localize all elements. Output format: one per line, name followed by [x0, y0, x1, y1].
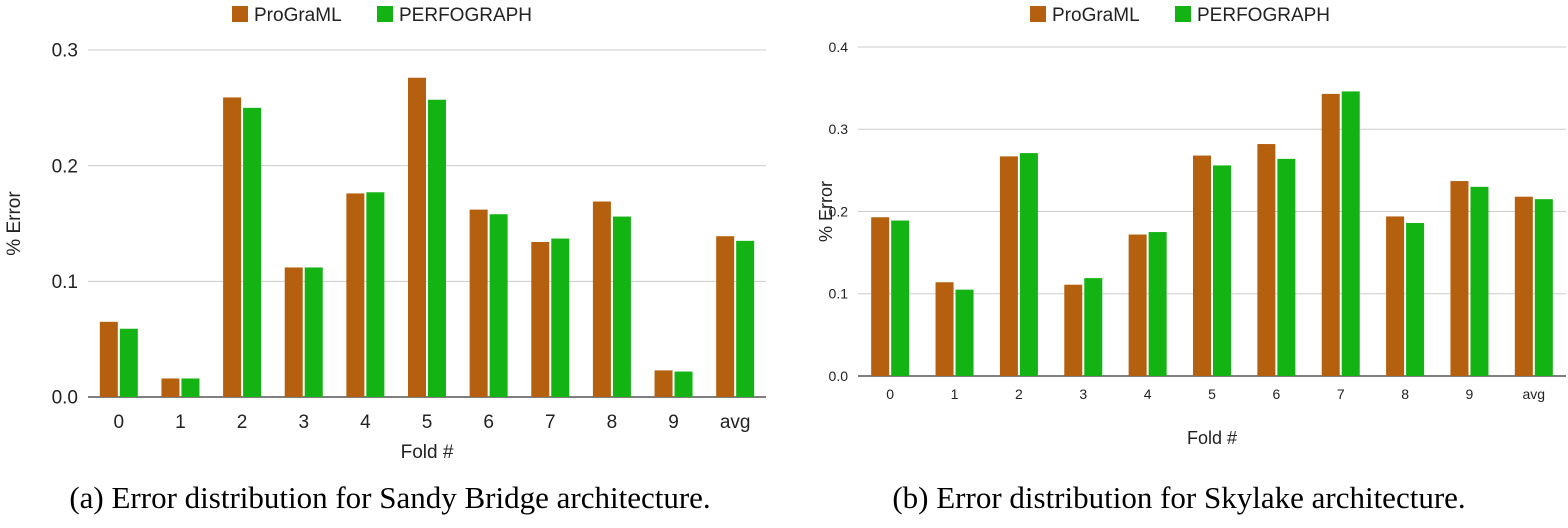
bar-programl-fold-2	[223, 97, 242, 397]
y-tick-label: 0.4	[829, 39, 849, 55]
bar-perfograph-fold-5	[428, 99, 446, 397]
legend-label-perfograph: PERFOGRAPH	[1197, 5, 1330, 26]
legend-swatch-programl	[1030, 6, 1046, 22]
bar-programl-fold-9	[654, 370, 673, 397]
x-tick-label: 7	[545, 412, 556, 433]
y-tick-label: 0.2	[52, 156, 78, 177]
x-tick-label: avg	[720, 412, 751, 433]
bar-perfograph-fold-6	[489, 214, 508, 397]
bar-perfograph-fold-9	[1470, 186, 1489, 376]
bar-perfograph-fold-1	[955, 289, 974, 376]
bar-perfograph-fold-5	[1213, 165, 1231, 376]
legend-label-programl: ProGraML	[254, 5, 342, 26]
x-tick-label: 3	[1079, 386, 1087, 402]
bar-programl-fold-0	[871, 217, 890, 376]
legend-swatch-perfograph	[1175, 6, 1191, 22]
x-axis-label: Fold #	[401, 442, 454, 463]
x-tick-label: 9	[1466, 386, 1474, 402]
bar-perfograph-fold-3	[1084, 278, 1103, 376]
y-tick-label: 0.0	[52, 388, 78, 409]
bar-perfograph-fold-1	[181, 378, 200, 397]
legend-label-perfograph: PERFOGRAPH	[399, 5, 532, 26]
bar-programl-fold-0	[99, 321, 118, 397]
caption-sandy-bridge: (a) Error distribution for Sandy Bridge …	[69, 480, 711, 515]
y-tick-label: 0.3	[829, 121, 849, 137]
x-tick-label: 4	[360, 412, 371, 433]
x-tick-label: 0	[886, 386, 894, 402]
legend-swatch-perfograph	[377, 6, 393, 22]
y-axis-label: % Error	[4, 191, 25, 256]
bar-perfograph-fold-4	[1148, 232, 1167, 376]
chart-skylake: 0.0 0.1 0.2 0.3 0.4 0 1 2 3 4 5 6 7 8 9 avg Fold # % Erro…	[816, 5, 1566, 448]
y-tick-label: 0.1	[829, 286, 849, 302]
bar-perfograph-fold-8	[1406, 223, 1425, 376]
y-axis-label: % Error	[816, 181, 836, 242]
y-tick-label: 0.0	[829, 368, 849, 384]
y-tick-label: 0.3	[52, 41, 78, 62]
bar-programl-fold-8	[592, 201, 611, 397]
bar-programl-fold-1	[935, 282, 954, 376]
legend-swatch-programl	[232, 6, 248, 22]
x-tick-label: 2	[1015, 386, 1023, 402]
x-tick-label: 5	[422, 412, 433, 433]
y-tick-label: 0.2	[829, 203, 849, 219]
x-tick-label: 7	[1337, 386, 1345, 402]
x-tick-label: 2	[237, 412, 248, 433]
bar-programl-fold-7	[531, 242, 550, 397]
x-axis-label: Fold #	[1187, 428, 1237, 448]
bar-perfograph-fold-7	[551, 238, 570, 397]
x-tick-label: 0	[114, 412, 125, 433]
bar-programl-fold-avg	[1514, 196, 1533, 376]
bar-perfograph-fold-7	[1341, 91, 1360, 376]
x-tick-label: 9	[668, 412, 679, 433]
x-tick-label: 5	[1208, 386, 1216, 402]
bar-programl-fold-4	[346, 193, 365, 397]
bar-perfograph-fold-2	[243, 107, 262, 397]
x-tick-label: 4	[1144, 386, 1152, 402]
y-tick-label: 0.1	[52, 272, 78, 293]
x-tick-label: 6	[483, 412, 494, 433]
bar-programl-fold-1	[161, 378, 180, 397]
bar-perfograph-fold-4	[366, 192, 385, 397]
bar-programl-fold-2	[999, 156, 1018, 376]
bar-programl-fold-3	[284, 267, 303, 397]
bar-programl-fold-5	[408, 77, 426, 397]
x-tick-label: 3	[298, 412, 309, 433]
bar-perfograph-fold-3	[304, 267, 323, 397]
bar-perfograph-fold-avg	[1534, 199, 1553, 376]
legend-label-programl: ProGraML	[1052, 5, 1140, 26]
x-tick-label: 6	[1272, 386, 1280, 402]
bar-perfograph-fold-6	[1277, 158, 1296, 376]
bar-programl-fold-4	[1128, 234, 1147, 376]
bar-programl-fold-9	[1450, 181, 1469, 376]
bar-programl-fold-6	[469, 209, 488, 397]
x-tick-label: 8	[607, 412, 618, 433]
bar-perfograph-fold-8	[612, 216, 631, 397]
bar-perfograph-fold-0	[119, 328, 138, 397]
chart-panel-sandy-bridge: 0.0 0.1 0.2 0.3 0 1 2 3 4 5 6 7 8 9 avg Fold # % Error Pr…	[0, 0, 780, 528]
bar-perfograph-fold-9	[674, 371, 693, 397]
chart-panel-skylake: 0.0 0.1 0.2 0.3 0.4 0 1 2 3 4 5 6 7 8 9 avg Fold # % Erro…	[790, 0, 1568, 528]
bar-perfograph-fold-0	[891, 220, 910, 376]
bar-programl-fold-6	[1257, 144, 1276, 376]
caption-skylake: (b) Error distribution for Skylake archi…	[892, 480, 1466, 515]
bar-programl-fold-avg	[716, 236, 735, 397]
x-tick-label: 1	[175, 412, 186, 433]
x-tick-label: 1	[951, 386, 959, 402]
chart-sandy-bridge: 0.0 0.1 0.2 0.3 0 1 2 3 4 5 6 7 8 9 avg Fold # % Error Pr…	[4, 5, 766, 463]
bar-perfograph-fold-2	[1019, 153, 1038, 376]
bar-perfograph-fold-avg	[736, 240, 755, 397]
bar-programl-fold-8	[1386, 216, 1405, 376]
x-tick-label: 8	[1401, 386, 1409, 402]
bar-programl-fold-3	[1064, 284, 1083, 376]
bar-programl-fold-7	[1321, 93, 1340, 376]
x-tick-label: avg	[1523, 386, 1546, 402]
bar-programl-fold-5	[1193, 155, 1211, 376]
